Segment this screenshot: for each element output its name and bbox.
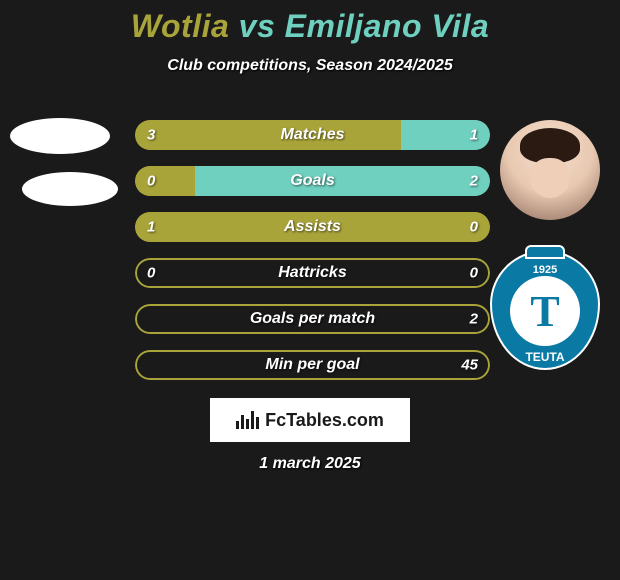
player1-avatar-placeholder-b xyxy=(22,172,118,206)
stat-label: Hattricks xyxy=(135,264,490,282)
crest-letter: T xyxy=(510,276,580,346)
stat-value-right: 2 xyxy=(470,173,478,190)
stat-value-right: 1 xyxy=(470,127,478,144)
comparison-card: Wotlia vs Emiljano Vila Club competition… xyxy=(0,0,620,580)
page-title: Wotlia vs Emiljano Vila xyxy=(0,0,620,45)
stat-row: Goals per match2 xyxy=(135,304,490,334)
stat-value-right: 2 xyxy=(470,311,478,328)
crest-name: TEUTA xyxy=(490,350,600,364)
stat-label: Goals xyxy=(135,172,490,190)
stat-label: Assists xyxy=(135,218,490,236)
stat-value-right: 0 xyxy=(470,265,478,282)
crest-year: 1925 xyxy=(490,264,600,276)
brand-bars-icon xyxy=(236,411,259,429)
stat-row: Hattricks0 0 xyxy=(135,258,490,288)
player2-avatar xyxy=(500,120,600,220)
stat-label: Goals per match xyxy=(135,310,490,328)
crest-top-tab xyxy=(525,245,565,259)
stat-value-right: 0 xyxy=(470,219,478,236)
stat-row: Min per goal45 xyxy=(135,350,490,380)
stats-area: Matches31Goals02Assists10Hattricks00Goal… xyxy=(135,120,490,396)
stat-value-left: 1 xyxy=(147,219,155,236)
title-player2: Emiljano Vila xyxy=(285,8,489,44)
stat-value-right: 45 xyxy=(461,357,478,374)
brand-logo[interactable]: FcTables.com xyxy=(210,398,410,442)
stat-label: Min per goal xyxy=(135,356,490,374)
brand-text: FcTables.com xyxy=(265,410,384,431)
stat-row: Matches3 1 xyxy=(135,120,490,150)
stat-value-left: 3 xyxy=(147,127,155,144)
stat-value-left: 0 xyxy=(147,173,155,190)
stat-label: Matches xyxy=(135,126,490,144)
title-player1: Wotlia xyxy=(131,8,229,44)
stat-value-left: 0 xyxy=(147,265,155,282)
stat-row: Goals0 2 xyxy=(135,166,490,196)
stat-row: Assists1 0 xyxy=(135,212,490,242)
player2-club-crest: 1925 K F T TEUTA xyxy=(490,250,600,370)
player1-avatar-placeholder-a xyxy=(10,118,110,154)
footer-date: 1 march 2025 xyxy=(0,455,620,473)
subtitle: Club competitions, Season 2024/2025 xyxy=(0,57,620,75)
title-vs: vs xyxy=(239,8,276,44)
